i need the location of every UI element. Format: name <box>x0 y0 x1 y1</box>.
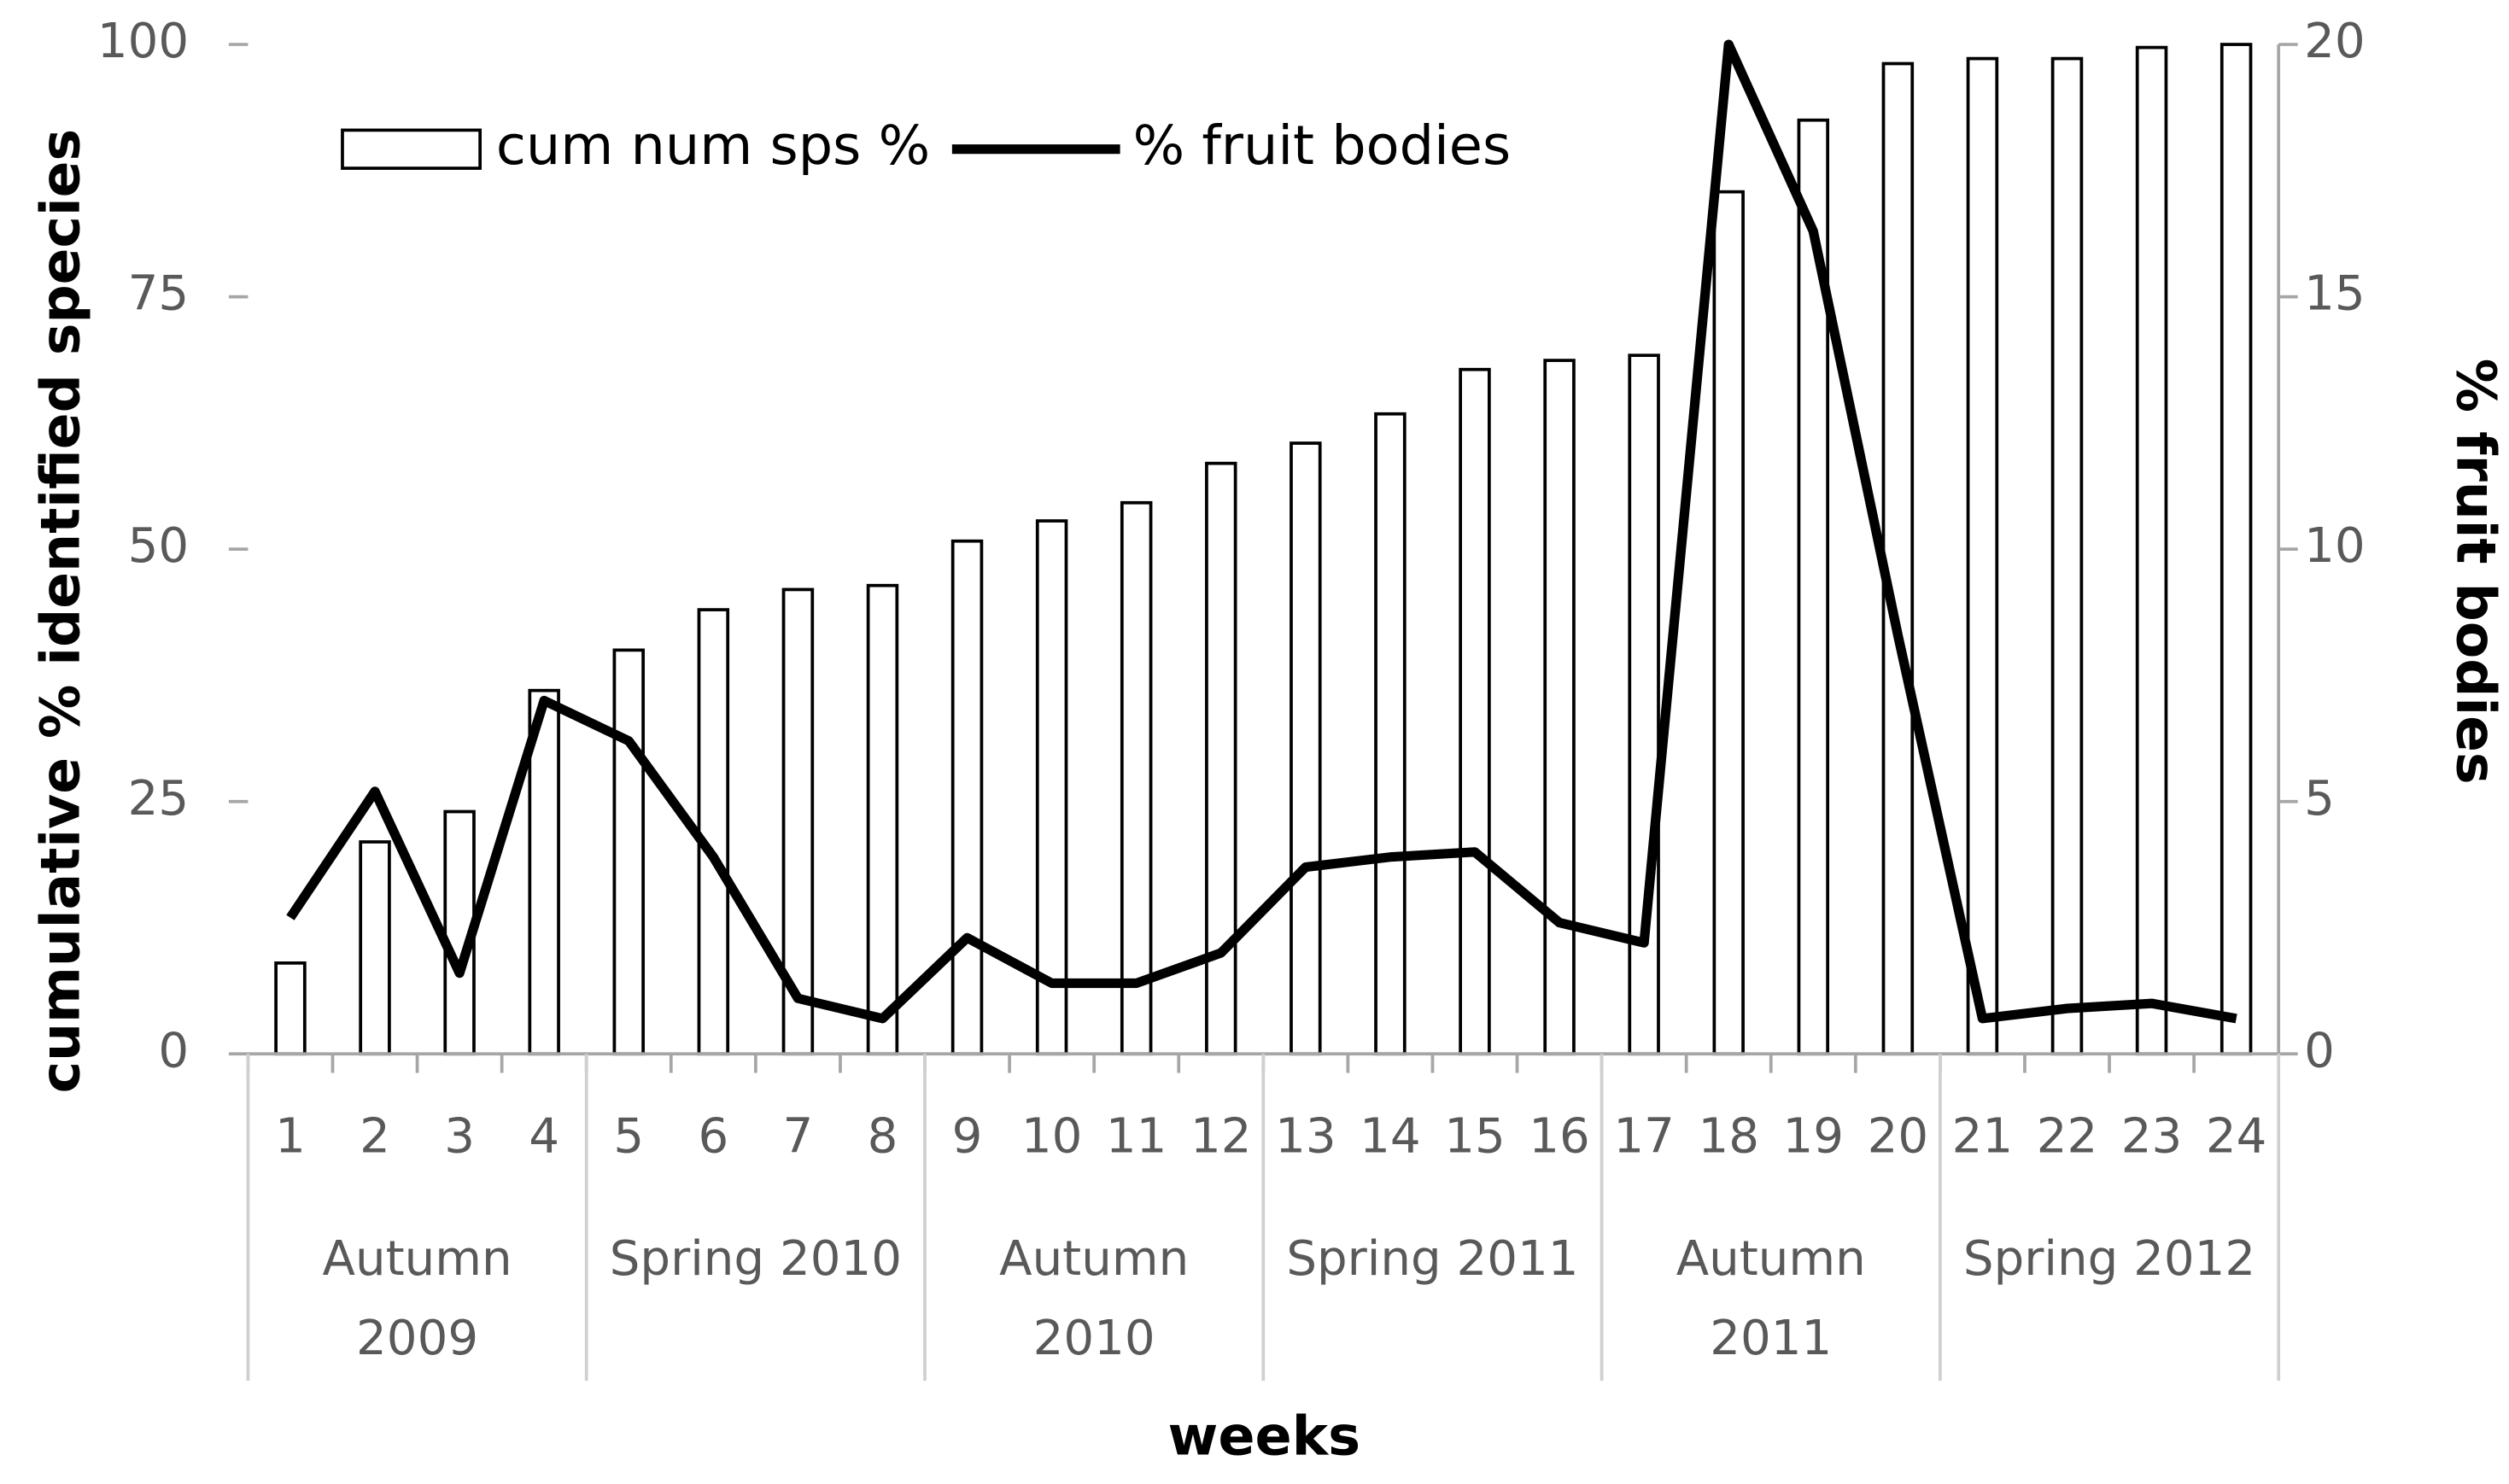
y2-tick-label: 5 <box>2304 771 2335 827</box>
group-label: Autumn <box>323 1231 512 1287</box>
x-tick-label: 6 <box>698 1109 728 1165</box>
bar <box>1881 61 1915 1056</box>
group-label: Autumn <box>999 1231 1189 1287</box>
bar <box>1374 412 1407 1056</box>
x-tick-label: 2 <box>360 1109 390 1165</box>
bar <box>1205 461 1237 1056</box>
group-label: Spring 2010 <box>610 1231 902 1287</box>
x-tick-label: 20 <box>1868 1109 1929 1165</box>
y2-axis-title: % fruit bodies <box>2444 359 2507 785</box>
x-tick-label: 11 <box>1106 1109 1167 1165</box>
bar <box>1290 441 1322 1056</box>
x-tick-label: 21 <box>1952 1109 2014 1165</box>
y2-tick-label: 10 <box>2304 518 2366 574</box>
group-label: 2010 <box>1033 1311 1155 1366</box>
y-tick-label: 25 <box>128 771 190 827</box>
bar <box>1712 190 1745 1056</box>
bar <box>274 961 307 1056</box>
bar <box>1966 56 1999 1056</box>
x-tick-label: 12 <box>1190 1109 1252 1165</box>
x-tick-label: 16 <box>1529 1109 1590 1165</box>
x-tick-label: 9 <box>952 1109 983 1165</box>
legend-label: % fruit bodies <box>1133 114 1512 177</box>
bar <box>2050 56 2084 1056</box>
x-tick-label: 1 <box>275 1109 306 1165</box>
x-tick-label: 14 <box>1360 1109 1421 1165</box>
legend-swatch <box>341 128 482 170</box>
group-label: Spring 2011 <box>1286 1231 1578 1287</box>
x-tick-label: 5 <box>613 1109 644 1165</box>
x-tick-label: 18 <box>1698 1109 1759 1165</box>
y2-tick-label: 15 <box>2304 266 2366 322</box>
bar <box>359 840 391 1056</box>
x-tick-label: 22 <box>2037 1109 2098 1165</box>
bar <box>950 539 984 1056</box>
x-tick-label: 7 <box>783 1109 814 1165</box>
bar <box>697 608 730 1056</box>
y-axis-title: cumulative % identified species <box>28 129 91 1094</box>
group-label: Autumn <box>1676 1231 1866 1287</box>
x-tick-label: 15 <box>1444 1109 1506 1165</box>
bar <box>2135 45 2168 1056</box>
bar <box>1035 519 1068 1056</box>
bar <box>612 648 645 1056</box>
y2-tick-label: 0 <box>2304 1024 2335 1079</box>
bar <box>2220 43 2253 1056</box>
bar <box>1628 353 1660 1056</box>
x-tick-label: 4 <box>529 1109 559 1165</box>
x-tick-label: 24 <box>2206 1109 2267 1165</box>
x-tick-label: 10 <box>1021 1109 1083 1165</box>
group-label: 2009 <box>356 1311 478 1366</box>
bar <box>528 688 560 1056</box>
y2-tick-label: 20 <box>2304 14 2366 69</box>
group-label: 2011 <box>1710 1311 1832 1366</box>
y-tick-label: 0 <box>158 1024 189 1079</box>
bar <box>1459 367 1491 1056</box>
group-label: Spring 2012 <box>1963 1231 2255 1287</box>
bar <box>1543 359 1576 1056</box>
y-tick-label: 75 <box>128 266 190 322</box>
line <box>286 39 2237 1024</box>
x-tick-label: 17 <box>1613 1109 1675 1165</box>
x-tick-label: 8 <box>868 1109 898 1165</box>
x-axis-title: weeks <box>1167 1405 1360 1468</box>
bar <box>866 583 899 1056</box>
y-tick-label: 50 <box>128 518 190 574</box>
x-tick-label: 23 <box>2121 1109 2183 1165</box>
y-tick-label: 100 <box>97 14 189 69</box>
x-tick-label: 13 <box>1275 1109 1336 1165</box>
bar <box>1120 500 1153 1056</box>
x-tick-label: 19 <box>1783 1109 1845 1165</box>
legend-label: cum num sps % <box>496 114 930 177</box>
x-tick-label: 3 <box>444 1109 475 1165</box>
